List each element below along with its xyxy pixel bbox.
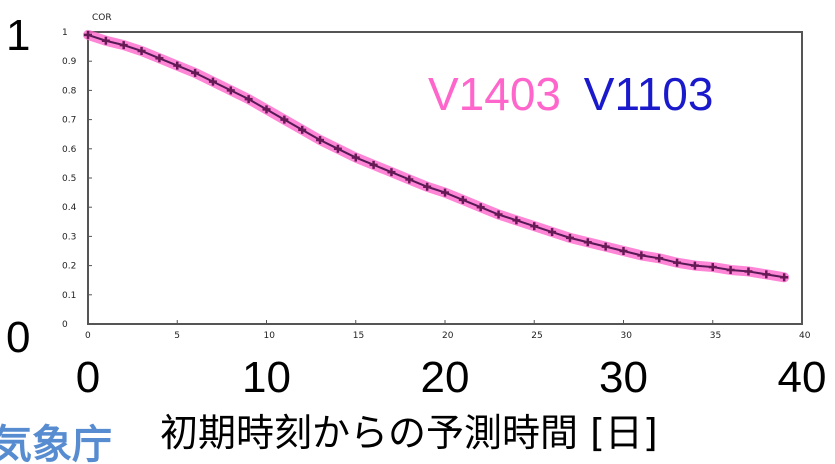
data-point: [405, 175, 414, 184]
small-y-tick-label: 0.6: [62, 145, 77, 155]
data-point: [655, 254, 664, 263]
data-point: [119, 41, 128, 50]
data-point: [458, 195, 467, 204]
data-point: [208, 77, 217, 86]
small-y-tick-label: 0.4: [62, 203, 77, 213]
data-point: [690, 261, 699, 270]
data-point: [512, 216, 521, 225]
data-point: [565, 233, 574, 242]
data-point: [673, 258, 682, 267]
small-x-tick-label: 10: [264, 331, 276, 341]
series-layer: [83, 29, 790, 283]
small-x-tick-label: 35: [710, 331, 721, 341]
big-x-ticks: 0 10 20 30 40: [76, 353, 827, 402]
small-y-tick-label: 0.7: [62, 116, 76, 126]
small-x-tick-label: 40: [799, 331, 811, 341]
data-point: [369, 160, 378, 169]
data-point: [744, 267, 753, 276]
data-point: [619, 247, 628, 255]
small-y-tick-label: 0.1: [62, 291, 76, 301]
big-x-tick-label: 40: [778, 353, 827, 402]
small-y-tick-label: 0: [62, 320, 68, 330]
big-x-tick-label: 10: [242, 353, 291, 402]
data-point: [494, 210, 503, 219]
data-point: [601, 242, 610, 251]
data-point: [84, 30, 92, 39]
small-x-tick-label: 0: [85, 331, 91, 341]
big-x-tick-label: 0: [76, 353, 100, 402]
small-y-tick-label: 1: [62, 28, 68, 38]
series-line-v1103: [87, 33, 785, 279]
data-point: [298, 125, 307, 134]
data-point: [137, 46, 146, 55]
big-y-ticks: 01: [6, 11, 30, 362]
small-y-tick-label: 0.9: [62, 57, 77, 67]
legend-series-v1103: V1103: [584, 68, 714, 120]
data-point: [316, 136, 325, 145]
data-point: [423, 182, 432, 191]
data-point: [476, 203, 485, 212]
data-point: [262, 105, 271, 114]
data-point: [637, 251, 646, 260]
small-x-tick-label: 20: [442, 331, 454, 341]
data-point: [191, 68, 200, 77]
jma-logo: 気象庁: [0, 422, 112, 464]
small-y-tick-label: 0.3: [62, 232, 76, 242]
data-point: [726, 265, 735, 274]
panel-label: COR: [92, 13, 112, 23]
data-point: [244, 95, 253, 104]
data-point: [583, 238, 592, 247]
data-point: [762, 270, 771, 279]
small-y-ticks: 0 0.1 0.2 0.3 0.4 0.5 0.6 0.7 0.8 0.9 1: [62, 28, 92, 330]
data-point: [351, 153, 360, 162]
legend-series-v1403: V1403: [428, 68, 561, 120]
small-x-tick-label: 15: [353, 331, 364, 341]
data-point: [173, 61, 182, 70]
small-y-tick-label: 0.2: [62, 262, 76, 272]
x-axis-label: 初期時刻からの予測時間 [日]: [160, 411, 658, 455]
legend: V1403 V1103: [428, 68, 713, 120]
big-y-tick-label: 0: [6, 313, 30, 362]
big-x-tick-label: 20: [421, 353, 470, 402]
data-point: [530, 222, 539, 231]
data-point: [441, 188, 449, 197]
big-x-tick-label: 30: [599, 353, 648, 402]
data-point: [333, 144, 342, 153]
data-point: [548, 228, 557, 237]
data-point: [780, 273, 789, 282]
small-x-ticks: 0 5 10 15 20 25 30 35 40: [85, 320, 811, 341]
small-x-tick-label: 5: [174, 331, 180, 341]
small-x-tick-label: 30: [621, 331, 633, 341]
data-point: [226, 86, 235, 95]
small-x-tick-label: 25: [531, 331, 542, 341]
data-point: [101, 36, 110, 45]
data-point: [280, 115, 289, 124]
small-y-tick-label: 0.8: [62, 86, 77, 96]
data-point: [708, 263, 717, 272]
small-y-tick-label: 0.5: [62, 174, 76, 184]
data-point: [387, 168, 396, 177]
data-point: [155, 54, 164, 63]
big-y-tick-label: 1: [6, 11, 30, 60]
